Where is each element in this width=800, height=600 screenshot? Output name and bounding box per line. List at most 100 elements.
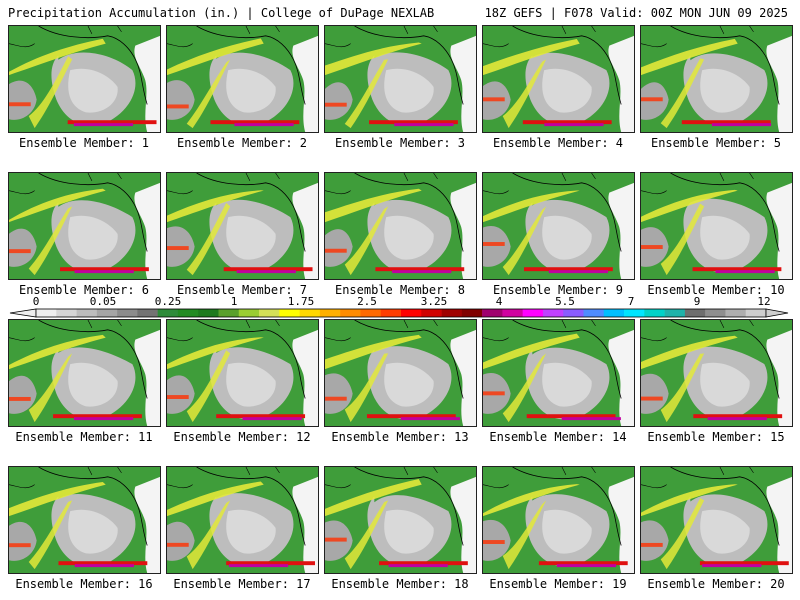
colorbar-swatch (238, 309, 260, 317)
colorbar-swatch (177, 309, 199, 317)
ensemble-member-label: Ensemble Member: 1 (18, 136, 150, 150)
colorbar-swatch (137, 309, 158, 317)
colorbar-tick-label: 2.5 (357, 295, 377, 308)
colorbar: 0 0.05 0.25 1 1.75 2.5 3.25 4 5.5 7 9 12 (0, 296, 800, 318)
colorbar-strip (9, 308, 789, 318)
colorbar-swatch (624, 309, 645, 317)
ensemble-member-label: Ensemble Member: 3 (334, 136, 466, 150)
colorbar-swatch (56, 309, 77, 317)
colorbar-tick-label: 3.25 (420, 295, 448, 308)
colorbar-tick-label: 0.05 (89, 295, 117, 308)
ensemble-map-panel (8, 466, 161, 574)
ensemble-map-panel (640, 319, 793, 427)
ensemble-member-label: Ensemble Member: 20 (647, 577, 785, 591)
colorbar-swatch (583, 309, 605, 317)
precip-map-image (9, 320, 160, 426)
precip-map-image (167, 467, 318, 573)
colorbar-tick-label: 1 (230, 295, 238, 308)
ensemble-member-label: Ensemble Member: 8 (334, 283, 466, 297)
colorbar-swatch (644, 309, 665, 317)
colorbar-swatch (96, 309, 118, 317)
ensemble-member-label: Ensemble Member: 19 (489, 577, 627, 591)
ensemble-member-label: Ensemble Member: 12 (173, 430, 311, 444)
colorbar-swatch (319, 309, 341, 317)
precip-map-image (167, 173, 318, 279)
colorbar-tick-label: 1.75 (287, 295, 315, 308)
ensemble-map-panel (482, 319, 635, 427)
colorbar-swatch (563, 309, 584, 317)
colorbar-swatch (603, 309, 625, 317)
ensemble-member-label: Ensemble Member: 13 (331, 430, 469, 444)
precip-map-image (167, 320, 318, 426)
colorbar-swatch (198, 309, 219, 317)
ensemble-member-label: Ensemble Member: 5 (650, 136, 782, 150)
precip-map-image (167, 26, 318, 132)
colorbar-swatch (502, 309, 523, 317)
colorbar-swatch (705, 309, 726, 317)
colorbar-swatch (36, 309, 57, 317)
precip-map-image (9, 467, 160, 573)
colorbar-swatch (522, 309, 544, 317)
precip-map-image (641, 26, 792, 132)
colorbar-swatch (76, 309, 98, 317)
colorbar-tick-label: 4 (495, 295, 503, 308)
ensemble-member-label: Ensemble Member: 15 (647, 430, 785, 444)
ensemble-member-label: Ensemble Member: 4 (492, 136, 624, 150)
colorbar-tick-label: 12 (757, 295, 771, 308)
ensemble-member-label: Ensemble Member: 2 (176, 136, 308, 150)
colorbar-tick-label: 9 (693, 295, 701, 308)
colorbar-swatch (684, 309, 706, 317)
ensemble-member-label: Ensemble Member: 18 (331, 577, 469, 591)
ensemble-member-label: Ensemble Member: 7 (176, 283, 308, 297)
colorbar-swatch (360, 309, 382, 317)
ensemble-map-panel (324, 319, 477, 427)
precip-map-image (325, 467, 476, 573)
colorbar-tick-label: 5.5 (555, 295, 575, 308)
ensemble-member-label: Ensemble Member: 10 (647, 283, 785, 297)
ensemble-map-panel (324, 466, 477, 574)
precip-map-image (325, 320, 476, 426)
ensemble-map-panel (8, 25, 161, 133)
colorbar-swatch (259, 309, 280, 317)
colorbar-swatch (157, 309, 179, 317)
ensemble-member-label: Ensemble Member: 14 (489, 430, 627, 444)
ensemble-member-label: Ensemble Member: 6 (18, 283, 150, 297)
colorbar-tick-label: 7 (627, 295, 635, 308)
colorbar-swatch (218, 309, 240, 317)
ensemble-map-panel (166, 25, 319, 133)
colorbar-min-arrow (9, 308, 37, 318)
header-valid-time: 18Z GEFS | F078 Valid: 00Z MON JUN 09 20… (484, 6, 788, 20)
colorbar-swatch (461, 309, 483, 317)
precip-map-image (641, 467, 792, 573)
colorbar-swatch (340, 309, 361, 317)
colorbar-tick-label: 0.25 (154, 295, 182, 308)
ensemble-map-panel (482, 466, 635, 574)
precip-map-image (325, 173, 476, 279)
ensemble-member-label: Ensemble Member: 17 (173, 577, 311, 591)
ensemble-member-label: Ensemble Member: 9 (492, 283, 624, 297)
ensemble-map-panel (166, 466, 319, 574)
colorbar-swatch (299, 309, 321, 317)
colorbar-max-arrow (765, 308, 789, 318)
colorbar-tick-label: 0 (32, 295, 40, 308)
colorbar-swatch (421, 309, 442, 317)
ensemble-map-panel (640, 172, 793, 280)
colorbar-swatch (401, 309, 422, 317)
ensemble-member-label: Ensemble Member: 16 (15, 577, 153, 591)
ensemble-map-panel (482, 172, 635, 280)
ensemble-map-panel (166, 319, 319, 427)
precip-map-image (483, 26, 634, 132)
ensemble-member-label: Ensemble Member: 11 (15, 430, 153, 444)
ensemble-map-panel (8, 319, 161, 427)
precip-map-image (9, 26, 160, 132)
ensemble-map-panel (640, 466, 793, 574)
colorbar-swatch (279, 309, 300, 317)
ensemble-map-panel (324, 172, 477, 280)
colorbar-swatch (441, 309, 463, 317)
precip-map-image (9, 173, 160, 279)
precip-map-image (483, 467, 634, 573)
precip-map-image (483, 320, 634, 426)
colorbar-swatch (664, 309, 686, 317)
colorbar-swatch (542, 309, 564, 317)
ensemble-map-panel (324, 25, 477, 133)
